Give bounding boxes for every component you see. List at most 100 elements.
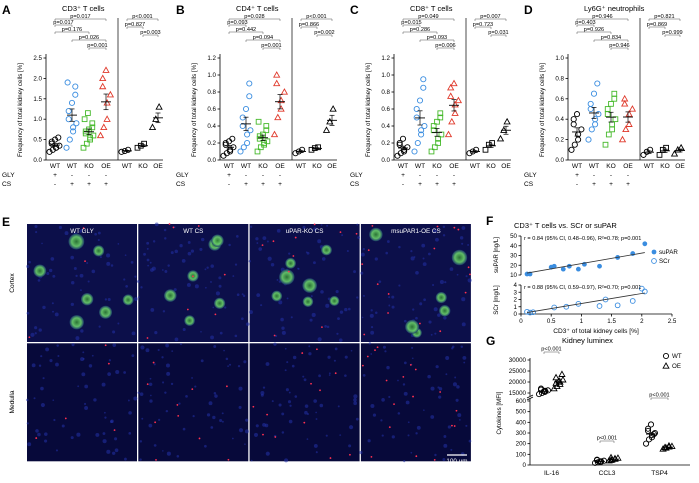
series-wt: [536, 385, 659, 466]
data-point: [244, 139, 251, 147]
series-scr: [524, 285, 648, 316]
panel-g: [526, 351, 690, 466]
group-label: WT: [241, 163, 251, 170]
panel-b: [217, 18, 337, 161]
series-2: [237, 80, 254, 155]
data-point: [607, 453, 615, 461]
gly-sign: -: [279, 172, 281, 179]
y-tick-label: 20: [510, 262, 517, 269]
significance-bracket: [419, 39, 455, 42]
data-point: [642, 241, 648, 247]
panel-letter: A: [2, 3, 11, 17]
series-2: [63, 79, 80, 151]
data-point: [558, 370, 566, 377]
legend-label-scr: SCr: [659, 258, 670, 265]
significance-bracket: [576, 24, 595, 27]
significance-bracket: [650, 397, 669, 400]
panel-title: CD3⁺ T cells: [62, 4, 105, 13]
data-point: [396, 139, 403, 147]
data-point: [401, 148, 408, 155]
data-point: [430, 123, 437, 129]
data-point: [148, 123, 157, 131]
data-point: [600, 457, 608, 464]
x-tick-label: 0: [519, 318, 523, 325]
data-point: [638, 285, 645, 292]
data-point: [96, 131, 105, 139]
p-value: p=0.176: [62, 27, 82, 33]
significance-bracket: [54, 24, 73, 27]
y-tick-label: 600: [516, 398, 527, 405]
group-label: KO: [84, 163, 94, 170]
data-point: [65, 107, 72, 115]
data-point: [99, 82, 107, 90]
data-point: [651, 429, 659, 437]
data-point: [454, 96, 463, 104]
group-label: WT: [572, 163, 582, 170]
data-point: [605, 456, 613, 464]
series-5: [640, 146, 654, 158]
y-tick-label: 25000: [509, 368, 527, 375]
y-tick-label: 50: [510, 233, 517, 240]
data-point: [596, 458, 604, 465]
p-value: p=0.003: [140, 30, 160, 36]
p-value: p=0.286: [410, 27, 430, 33]
data-point: [608, 101, 614, 107]
group-label: OE: [449, 163, 459, 170]
group-label: WT: [470, 163, 480, 170]
y-axis-label: Frequency of total kidney cells [%]: [365, 63, 372, 157]
y-tick-label: 2.0: [33, 75, 42, 82]
significance-bracket: [54, 18, 107, 21]
y-tick-label: 500: [516, 409, 527, 416]
significance-bracket: [142, 34, 159, 37]
y-tick-label: 0.8: [381, 89, 390, 96]
series-oe: [550, 370, 676, 464]
data-point: [222, 139, 229, 147]
row-label-cortex: Cortex: [9, 273, 16, 293]
data-point: [614, 302, 621, 309]
regression-line: [526, 252, 645, 274]
data-point: [254, 148, 261, 155]
series-6: [308, 144, 322, 153]
significance-bracket: [402, 18, 455, 21]
panel-d: [565, 18, 685, 161]
x-tick-label: 2.5: [668, 318, 677, 325]
p-value: p=0.827: [125, 22, 145, 28]
group-label: OE: [327, 163, 337, 170]
significance-bracket: [610, 47, 629, 50]
data-point: [55, 134, 62, 141]
data-point: [566, 263, 572, 269]
y-tick-label: 2.5: [33, 55, 42, 62]
significance-bracket: [402, 31, 438, 34]
group-label: WT: [122, 163, 132, 170]
series-3: [428, 110, 445, 155]
data-point: [447, 83, 455, 91]
cs-sign: +: [70, 181, 74, 188]
data-point: [570, 116, 577, 123]
data-point: [628, 105, 637, 112]
gly-sign: -: [627, 172, 629, 179]
data-point: [152, 115, 160, 122]
significance-bracket: [126, 18, 159, 21]
group-label: WT: [644, 163, 654, 170]
p-value: p<0.001: [597, 436, 617, 442]
row-label-cs: CS: [2, 181, 12, 188]
p-value: p=0.006: [435, 43, 455, 49]
significance-bracket: [593, 39, 629, 42]
p-value: p<0.001: [132, 14, 152, 20]
data-point: [273, 79, 281, 87]
group-label: WT: [224, 163, 234, 170]
gly-sign: +: [227, 172, 231, 179]
significance-bracket: [648, 18, 681, 21]
y-tick-label: 1.0: [207, 72, 216, 79]
p-value: p=0.001: [87, 43, 107, 49]
significance-bracket: [300, 26, 318, 29]
data-point: [625, 120, 633, 127]
data-point: [270, 130, 279, 138]
p-value: p=0.869: [647, 22, 667, 28]
data-point: [485, 141, 492, 148]
y-tick-label: 0.8: [207, 89, 216, 96]
data-point: [597, 263, 602, 269]
row-label-cs: CS: [350, 181, 360, 188]
micrograph-column-label: msuPAR1-OE CS: [391, 228, 441, 235]
micrograph-tile: [359, 342, 472, 463]
